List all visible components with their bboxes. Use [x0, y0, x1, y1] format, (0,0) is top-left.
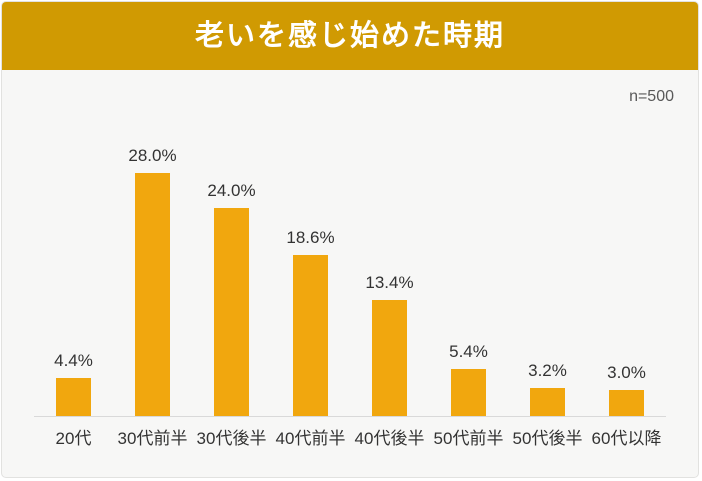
chart-title-band: 老いを感じ始めた時期	[2, 2, 698, 70]
bar-column: 3.0%	[587, 363, 666, 416]
value-label: 3.0%	[607, 363, 646, 382]
bar	[609, 390, 644, 416]
bar	[451, 369, 486, 416]
value-label: 3.2%	[528, 361, 567, 380]
bar-column: 18.6%	[271, 228, 350, 416]
category-axis: 20代 30代前半 30代後半 40代前半 40代後半 50代前半 50代後半 60代以降	[34, 417, 666, 449]
bar	[135, 173, 170, 416]
bar-column: 24.0%	[192, 181, 271, 416]
bar-column: 13.4%	[350, 273, 429, 416]
bar	[293, 255, 328, 416]
value-label: 28.0%	[128, 146, 177, 165]
bar-column: 5.4%	[429, 342, 508, 416]
bar	[56, 378, 91, 416]
bar-column: 4.4%	[34, 351, 113, 416]
bar	[214, 208, 249, 416]
category-label: 40代前半	[275, 429, 346, 448]
category-label: 60代以降	[591, 429, 662, 448]
category-label: 30代後半	[196, 429, 267, 448]
bar	[372, 300, 407, 416]
value-label: 5.4%	[449, 342, 488, 361]
category-label: 20代	[55, 429, 92, 448]
category-label: 40代後半	[354, 429, 425, 448]
bar-plot-area: 4.4% 28.0% 24.0% 18.6% 13.4% 5.4% 3.2% 3.0%	[34, 126, 666, 417]
bar-column: 28.0%	[113, 146, 192, 416]
category-label: 50代後半	[512, 429, 583, 448]
chart-title: 老いを感じ始めた時期	[194, 19, 505, 52]
category-label: 30代前半	[117, 429, 188, 448]
value-label: 24.0%	[207, 181, 256, 200]
value-label: 18.6%	[286, 228, 335, 247]
category-label: 50代前半	[433, 429, 504, 448]
value-label: 4.4%	[54, 351, 93, 370]
value-label: 13.4%	[365, 273, 414, 292]
sample-size-label: n=500	[629, 88, 674, 105]
sample-size-row: n=500	[2, 70, 698, 108]
bar	[530, 388, 565, 416]
bar-column: 3.2%	[508, 361, 587, 416]
